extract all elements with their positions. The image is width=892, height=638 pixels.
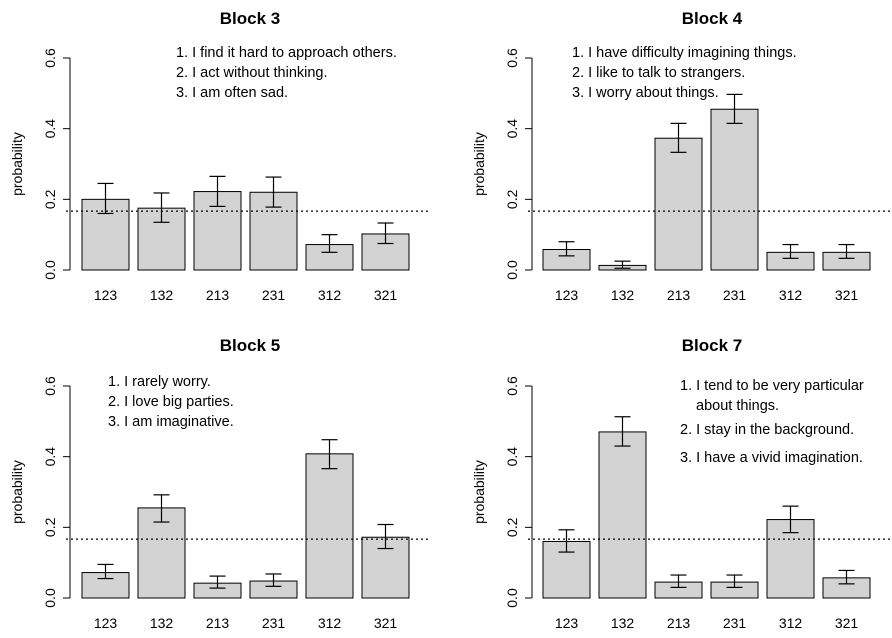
x-tick-label: 231 bbox=[262, 615, 286, 631]
x-tick-label: 123 bbox=[555, 287, 579, 303]
y-tick-label: 0.0 bbox=[504, 588, 520, 608]
annotation-line: 2. I love big parties. bbox=[108, 394, 234, 410]
x-tick-label: 231 bbox=[723, 615, 747, 631]
chart-panel-3: Block 5 0.0 0.2 0.4 0.6 probability 123 132 213 2… bbox=[9, 336, 430, 631]
chart-title: Block 3 bbox=[220, 9, 280, 28]
bar-213 bbox=[654, 137, 703, 271]
annotation-line: 2. I like to talk to strangers. bbox=[572, 65, 745, 81]
x-tick-label: 123 bbox=[555, 615, 579, 631]
chart-title: Block 4 bbox=[682, 9, 743, 28]
y-tick-label: 0.0 bbox=[42, 260, 58, 280]
annotation-line: about things. bbox=[696, 398, 779, 414]
x-tick-label: 213 bbox=[667, 287, 691, 303]
y-tick-label: 0.0 bbox=[42, 588, 58, 608]
bar-132 bbox=[598, 431, 647, 599]
y-axis-label: probability bbox=[9, 460, 25, 524]
y-tick-label: 0.4 bbox=[504, 447, 520, 467]
annotation-line: 2. I act without thinking. bbox=[176, 65, 328, 81]
chart-panel-2: Block 4 0.0 0.2 0.4 0.6 probability 123 132 213 2… bbox=[471, 9, 891, 303]
chart-panel-4: Block 7 0.0 0.2 0.4 0.6 probability 123 132 213 2… bbox=[471, 336, 891, 631]
x-tick-label: 132 bbox=[150, 287, 174, 303]
chart-panel-1: Block 3 0.0 0.2 0.4 0.6 probability 123 132 213 2… bbox=[9, 9, 430, 303]
y-tick-label: 0.6 bbox=[42, 376, 58, 396]
annotation-line: 1. I find it hard to approach others. bbox=[176, 45, 397, 61]
x-tick-label: 312 bbox=[779, 287, 803, 303]
y-tick-label: 0.2 bbox=[42, 189, 58, 209]
annotation-line: 3. I am often sad. bbox=[176, 85, 288, 101]
chart-title: Block 7 bbox=[682, 336, 742, 355]
x-tick-label: 132 bbox=[150, 615, 174, 631]
x-tick-label: 312 bbox=[779, 615, 803, 631]
y-tick-label: 0.2 bbox=[504, 517, 520, 537]
annotation-line: 3. I worry about things. bbox=[572, 85, 719, 101]
y-axis-label: probability bbox=[471, 460, 487, 524]
chart-title: Block 5 bbox=[220, 336, 280, 355]
annotation-line: 1. I tend to be very particular bbox=[680, 378, 864, 394]
y-tick-label: 0.4 bbox=[42, 119, 58, 139]
bar-132 bbox=[137, 207, 186, 271]
x-tick-label: 321 bbox=[374, 287, 398, 303]
y-tick-label: 0.6 bbox=[504, 48, 520, 68]
x-tick-label: 123 bbox=[94, 615, 118, 631]
y-tick-label: 0.4 bbox=[42, 447, 58, 467]
x-tick-label: 312 bbox=[318, 287, 342, 303]
y-tick-label: 0.0 bbox=[504, 260, 520, 280]
bar-132 bbox=[137, 507, 186, 599]
x-tick-label: 132 bbox=[611, 615, 635, 631]
y-tick-label: 0.4 bbox=[504, 119, 520, 139]
x-tick-label: 321 bbox=[374, 615, 398, 631]
bar-312 bbox=[305, 453, 354, 599]
x-tick-label: 213 bbox=[206, 287, 230, 303]
y-axis-label: probability bbox=[471, 132, 487, 196]
annotation-line: 3. I am imaginative. bbox=[108, 414, 234, 430]
x-tick-label: 231 bbox=[262, 287, 286, 303]
y-axis-label: probability bbox=[9, 132, 25, 196]
x-tick-label: 231 bbox=[723, 287, 747, 303]
annotation-line: 1. I have difficulty imagining things. bbox=[572, 45, 797, 61]
x-tick-label: 321 bbox=[835, 287, 859, 303]
y-tick-label: 0.2 bbox=[42, 517, 58, 537]
bar-231 bbox=[710, 108, 759, 271]
x-tick-label: 213 bbox=[206, 615, 230, 631]
y-tick-label: 0.6 bbox=[504, 376, 520, 396]
annotation-line: 2. I stay in the background. bbox=[680, 422, 854, 438]
y-tick-label: 0.2 bbox=[504, 189, 520, 209]
x-tick-label: 321 bbox=[835, 615, 859, 631]
x-tick-label: 213 bbox=[667, 615, 691, 631]
x-tick-label: 132 bbox=[611, 287, 635, 303]
x-tick-label: 312 bbox=[318, 615, 342, 631]
annotation-line: 3. I have a vivid imagination. bbox=[680, 450, 863, 466]
x-tick-label: 123 bbox=[94, 287, 118, 303]
y-tick-label: 0.6 bbox=[42, 48, 58, 68]
annotation-line: 1. I rarely worry. bbox=[108, 374, 211, 390]
